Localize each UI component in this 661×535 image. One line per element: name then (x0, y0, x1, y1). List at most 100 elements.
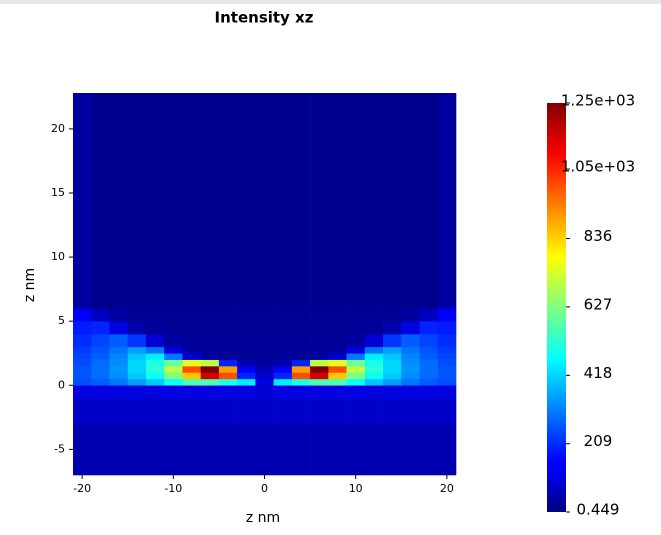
heatmap-cell (109, 372, 129, 380)
heatmap-cell (255, 423, 274, 476)
heatmap-cell (145, 333, 165, 348)
heatmap-cell (346, 308, 366, 322)
heatmap-cell (401, 359, 420, 367)
heatmap-cell (328, 378, 347, 386)
y-axis-label: z nm (22, 268, 38, 302)
heatmap-cell (91, 372, 110, 380)
heatmap-cell (200, 385, 220, 399)
heatmap-cell (401, 423, 420, 476)
heatmap-cell (383, 423, 402, 476)
heatmap-cell (73, 359, 92, 367)
heatmap-cell (200, 308, 220, 322)
heatmap-cell (419, 398, 439, 425)
colorbar-tick-label: 836 (584, 227, 613, 245)
heatmap-cell (346, 321, 366, 335)
heatmap-cell (437, 366, 457, 373)
heatmap-cell (164, 423, 183, 476)
heatmap-cell (255, 372, 274, 380)
x-tick-label: 10 (349, 482, 363, 495)
heatmap-cell (73, 398, 92, 425)
heatmap-cell (109, 353, 129, 360)
heatmap-cell (346, 333, 366, 348)
heatmap-cell (145, 359, 165, 367)
heatmap-cell (419, 308, 439, 322)
heatmap-cell (73, 308, 92, 322)
heatmap-cell (91, 93, 110, 309)
heatmap-cell (164, 372, 183, 380)
heatmap-cell (273, 366, 293, 373)
heatmap-cell (401, 333, 420, 348)
heatmap-cell (218, 333, 238, 348)
heatmap-cell (200, 372, 220, 380)
heatmap-cell (401, 308, 420, 322)
heatmap-cell (291, 423, 311, 476)
heatmap-cell (200, 366, 220, 373)
heatmap-cell (164, 398, 183, 425)
x-tick-label: -20 (73, 482, 91, 495)
heatmap-cell (73, 372, 92, 380)
heatmap-cell (328, 366, 347, 373)
heatmap-cell (182, 378, 201, 386)
heatmap-cell (237, 321, 256, 335)
colorbar-tick-label: 209 (584, 432, 613, 450)
heatmap-cell (310, 423, 329, 476)
heatmap-cell (346, 359, 366, 367)
heatmap-cell (310, 398, 329, 425)
heatmap-cell (91, 366, 110, 373)
heatmap-cell (401, 353, 420, 360)
heatmap-cell (164, 385, 183, 399)
heatmap-cell (218, 372, 238, 380)
heatmap-cell (200, 353, 220, 360)
heatmap-cell (237, 346, 256, 354)
heatmap-cell (73, 423, 92, 476)
heatmap-cell (255, 385, 274, 399)
heatmap-cell (182, 398, 201, 425)
heatmap-cell (419, 372, 439, 380)
heatmap-cell (364, 372, 384, 380)
heatmap-cell (109, 378, 129, 386)
x-tick-label: 0 (261, 482, 268, 495)
top-bar (0, 0, 661, 4)
colorbar (547, 103, 566, 512)
y-tick-label: 15 (51, 186, 65, 199)
heatmap-cell (401, 366, 420, 373)
heatmap-cell (127, 423, 147, 476)
heatmap-cell (91, 321, 110, 335)
heatmap-cell (291, 321, 311, 335)
heatmap-cell (255, 308, 274, 322)
heatmap-cell (291, 346, 311, 354)
heatmap-cell (383, 321, 402, 335)
heatmap-cell (109, 333, 129, 348)
heatmap-cell (401, 93, 420, 309)
heatmap-cell (255, 353, 274, 360)
heatmap-cell (109, 321, 129, 335)
heatmap-cell (291, 359, 311, 367)
heatmap-cell (273, 346, 293, 354)
heatmap-cell (237, 378, 256, 386)
heatmap-cell (328, 333, 347, 348)
heatmap-cell (218, 385, 238, 399)
heatmap-cell (419, 359, 439, 367)
heatmap-cell (291, 372, 311, 380)
heatmap-cell (127, 385, 147, 399)
heatmap-cell (383, 333, 402, 348)
heatmap-cell (255, 359, 274, 367)
heatmap-cell (164, 359, 183, 367)
heatmap-cell (91, 385, 110, 399)
heatmap-cell (291, 93, 311, 309)
y-tick-label: -5 (54, 442, 65, 455)
heatmap-cell (91, 308, 110, 322)
heatmap-cell (109, 308, 129, 322)
heatmap-cell (182, 385, 201, 399)
x-tick-label: 20 (440, 482, 454, 495)
y-tick-label: 5 (58, 314, 65, 327)
heatmap-cell (109, 398, 129, 425)
heatmap-cell (109, 385, 129, 399)
heatmap-cell (437, 423, 457, 476)
colorbar-tick-label: 0.449 (577, 501, 620, 519)
heatmap-cell (182, 372, 201, 380)
heatmap-cell (437, 321, 457, 335)
heatmap-cell (291, 366, 311, 373)
heatmap-cell (145, 93, 165, 309)
heatmap-cell (237, 423, 256, 476)
